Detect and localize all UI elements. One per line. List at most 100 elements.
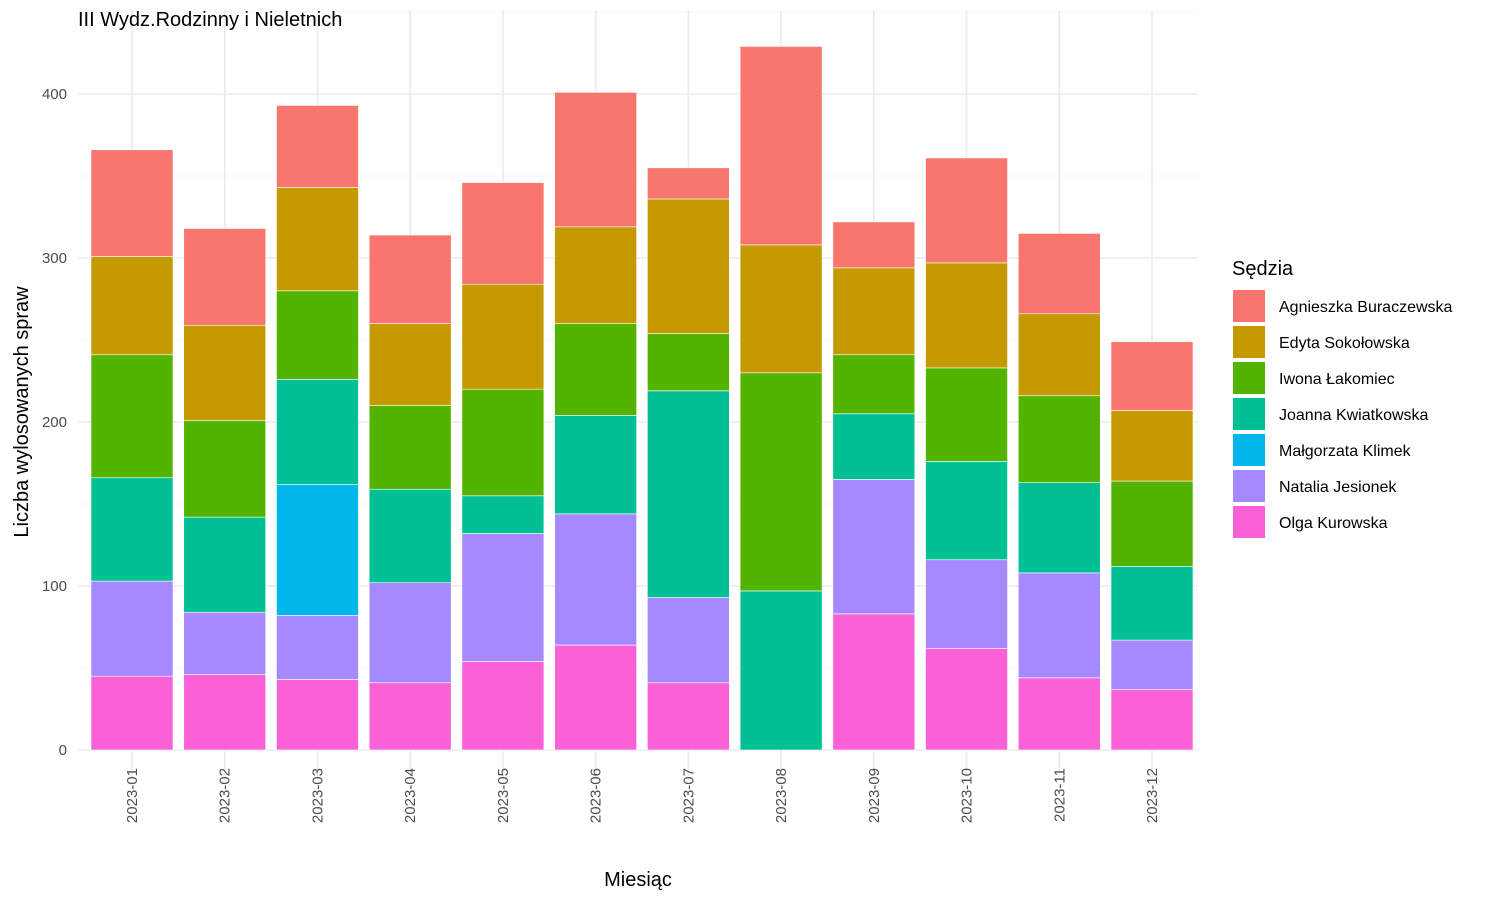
y-tick-label: 100 (42, 578, 67, 595)
legend-swatch (1233, 326, 1265, 358)
y-tick-label: 0 (59, 742, 67, 759)
bar-segment (554, 513, 637, 646)
bar-segment (90, 675, 174, 751)
bar-segment (183, 674, 267, 751)
x-axis-ticks: 2023-01 2023-02 2023-03 2023-04 2023-05 2023-… (124, 768, 1161, 823)
bar-segment (832, 267, 916, 356)
bar-segment (1017, 313, 1101, 397)
legend-label: Agnieszka Buraczewska (1279, 299, 1453, 316)
bar-segment (276, 187, 359, 292)
bar-segment (739, 590, 823, 751)
x-tick-label: 2023-06 (588, 768, 605, 823)
y-tick-label: 400 (42, 86, 67, 103)
bar-segment (554, 92, 637, 228)
x-tick-label: 2023-10 (959, 768, 976, 823)
bar-segment (739, 46, 823, 246)
bar-segment (647, 390, 730, 598)
bar-segment (1110, 341, 1194, 411)
bar-segment (925, 367, 1008, 462)
bar-segment (183, 228, 267, 326)
x-tick-label: 2023-01 (124, 768, 141, 823)
legend-label: Edyta Sokołowska (1279, 335, 1410, 352)
bar-segment (739, 372, 823, 592)
legend-swatch (1233, 506, 1265, 538)
legend: Sędzia Agnieszka Buraczewska Edyta Sokoło… (1232, 258, 1453, 538)
bars (90, 46, 1194, 751)
bar-segment (461, 182, 545, 285)
bar-segment (368, 582, 452, 684)
legend-swatch (1233, 470, 1265, 502)
bar-segment (832, 413, 916, 480)
bar-segment (554, 226, 637, 324)
x-tick-label: 2023-02 (217, 768, 234, 823)
bar-segment (368, 405, 452, 490)
bar-segment (647, 167, 730, 200)
legend-label: Joanna Kwiatkowska (1279, 407, 1429, 424)
bar-segment (276, 679, 359, 751)
bar-segment (368, 323, 452, 406)
x-axis-title: Miesiąc (604, 869, 672, 891)
bar-segment (368, 682, 452, 751)
x-tick-label: 2023-04 (402, 768, 419, 823)
bar-segment (183, 420, 267, 518)
legend-label: Małgorzata Klimek (1279, 443, 1412, 460)
bar-segment (276, 105, 359, 188)
y-tick-label: 200 (42, 414, 67, 431)
bar-segment (925, 262, 1008, 369)
bar-segment (1110, 410, 1194, 482)
bar-segment (647, 198, 730, 334)
bar-segment (1110, 689, 1194, 751)
bar-segment (554, 323, 637, 416)
bar-segment (461, 495, 545, 534)
bar-segment (90, 354, 174, 479)
bar-segment (832, 479, 916, 615)
bar-segment (368, 234, 452, 324)
bar-segment (183, 516, 267, 613)
bar-segment (739, 244, 823, 374)
legend-title: Sędzia (1232, 258, 1294, 280)
bar-segment (276, 615, 359, 680)
bar-segment (1110, 480, 1194, 567)
bar-segment (647, 333, 730, 392)
bar-segment (647, 682, 730, 751)
legend-items: Agnieszka Buraczewska Edyta Sokołowska Iwo… (1233, 290, 1453, 538)
bar-segment (90, 477, 174, 582)
bar-segment (461, 661, 545, 751)
bar-segment (90, 256, 174, 356)
bar-segment (554, 644, 637, 751)
bar-segment (90, 149, 174, 257)
legend-swatch (1233, 398, 1265, 430)
x-tick-label: 2023-09 (866, 768, 883, 823)
bar-segment (90, 580, 174, 677)
legend-swatch (1233, 290, 1265, 322)
legend-swatch (1233, 362, 1265, 394)
bar-segment (183, 324, 267, 421)
bar-segment (183, 611, 267, 675)
bar-segment (461, 533, 545, 662)
y-axis-title: Liczba wylosowanych spraw (11, 286, 33, 538)
bar-segment (925, 461, 1008, 561)
legend-label: Olga Kurowska (1279, 515, 1388, 532)
legend-swatch (1233, 434, 1265, 466)
legend-label: Iwona Łakomiec (1279, 371, 1395, 388)
bar-segment (925, 157, 1008, 264)
bar-segment (461, 388, 545, 497)
bar-segment (647, 597, 730, 684)
bar-segment (1017, 233, 1101, 315)
bar-segment (461, 283, 545, 390)
bar-segment (1110, 566, 1194, 641)
x-tick-label: 2023-12 (1144, 768, 1161, 823)
y-tick-label: 300 (42, 250, 67, 267)
bar-segment (832, 613, 916, 751)
x-tick-label: 2023-08 (773, 768, 790, 823)
bar-segment (276, 484, 359, 616)
bar-segment (925, 648, 1008, 751)
bar-segment (832, 354, 916, 415)
bar-segment (1017, 572, 1101, 679)
bar-segment (1017, 482, 1101, 574)
bar-segment (276, 290, 359, 380)
x-tick-label: 2023-11 (1051, 768, 1068, 822)
bar-segment (276, 379, 359, 485)
legend-label: Natalia Jesionek (1279, 479, 1397, 496)
